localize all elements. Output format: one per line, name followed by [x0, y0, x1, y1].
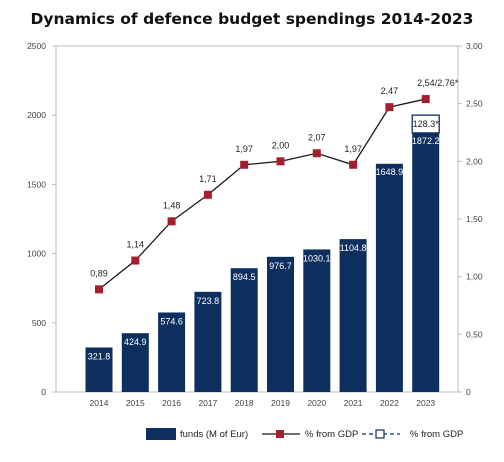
legend-hollow-swatch [375, 429, 385, 439]
left-axis-tick-label: 1500 [27, 179, 46, 189]
x-axis-tick-label: 2020 [307, 398, 326, 408]
bar-value-label: 574.6 [160, 316, 183, 326]
legend-label-gdp: % from GDP [305, 429, 358, 440]
x-axis-tick-label: 2017 [198, 398, 217, 408]
right-axis-tick-label: 2,00 [466, 156, 483, 166]
gdp-marker [385, 103, 394, 112]
bar-value-label: 1648.9 [376, 167, 404, 177]
bar-extension-label: 128.3* [413, 119, 440, 129]
x-axis-tick-label: 2019 [271, 398, 290, 408]
gdp-value-label: 1,14 [127, 240, 145, 250]
bar-value-label: 723.8 [197, 296, 220, 306]
bar-funds [412, 132, 440, 393]
right-axis-tick-label: 3,00 [466, 41, 483, 51]
bar-funds [339, 239, 367, 392]
gdp-value-label: 2,00 [272, 140, 290, 150]
right-axis-tick-label: 2,50 [466, 99, 483, 109]
gdp-value-label: 1,48 [163, 200, 181, 210]
gdp-line [98, 98, 426, 290]
bar-funds [121, 333, 149, 392]
bar-value-label: 1872.2 [412, 136, 440, 146]
gdp-value-label: 2,47 [381, 86, 399, 96]
gdp-value-label: 0,89 [90, 268, 108, 278]
x-axis-tick-label: 2016 [162, 398, 181, 408]
left-axis-tick-label: 2500 [27, 41, 46, 51]
gdp-marker [421, 95, 430, 104]
right-axis-tick-label: 1,50 [466, 214, 483, 224]
bar-value-label: 424.9 [124, 337, 147, 347]
left-axis-tick-label: 1000 [27, 249, 46, 259]
bar-funds [85, 347, 113, 392]
gdp-marker [240, 160, 249, 169]
x-axis-tick-label: 2022 [380, 398, 399, 408]
bar-value-label: 1104.8 [340, 243, 367, 253]
gdp-value-label: 1,97 [344, 144, 362, 154]
gdp-marker [203, 190, 212, 199]
legend-marker-swatch [276, 430, 284, 438]
bar-funds [267, 256, 294, 392]
x-axis-tick-label: 2014 [90, 398, 109, 408]
bar-value-label: 894.5 [233, 272, 256, 282]
right-axis-tick-label: 0 [466, 387, 471, 397]
gdp-marker [312, 149, 321, 158]
x-axis-tick-label: 2018 [235, 398, 254, 408]
legend-label-funds: funds (M of Eur) [180, 429, 248, 440]
legend-bar-swatch [146, 428, 176, 440]
right-axis-tick-label: 1,00 [466, 272, 483, 282]
x-axis-tick-label: 2023 [416, 398, 435, 408]
gdp-marker [276, 157, 285, 166]
chart-title: Dynamics of defence budget spendings 201… [30, 10, 474, 28]
bar-value-label: 1030.1 [303, 253, 331, 263]
x-axis-tick-label: 2015 [126, 398, 145, 408]
bar-value-label: 976.7 [269, 261, 292, 271]
gdp-marker [167, 217, 176, 226]
left-axis-tick-label: 500 [32, 318, 46, 328]
bar-funds [230, 268, 258, 392]
gdp-value-label: 2,54/2.76* [417, 78, 459, 88]
gdp-value-label: 1,71 [199, 174, 217, 184]
bar-funds [375, 163, 403, 392]
gdp-value-label: 1,97 [235, 144, 253, 154]
gdp-marker [349, 160, 358, 169]
legend-label-gdp-2: % from GDP [410, 429, 463, 440]
bar-funds [194, 291, 222, 392]
bar-extension-2023 [411, 114, 440, 134]
bar-funds [158, 312, 186, 392]
left-axis-tick-label: 2000 [27, 110, 46, 120]
bar-value-label: 321.8 [88, 351, 111, 361]
gdp-marker [95, 285, 103, 294]
gdp-marker [131, 256, 140, 265]
left-axis-tick-label: 0 [41, 387, 46, 397]
gdp-value-label: 2,07 [308, 132, 326, 142]
right-axis-tick-label: 0,50 [466, 329, 483, 339]
x-axis-tick-label: 2021 [344, 398, 363, 408]
bar-funds [303, 249, 331, 392]
